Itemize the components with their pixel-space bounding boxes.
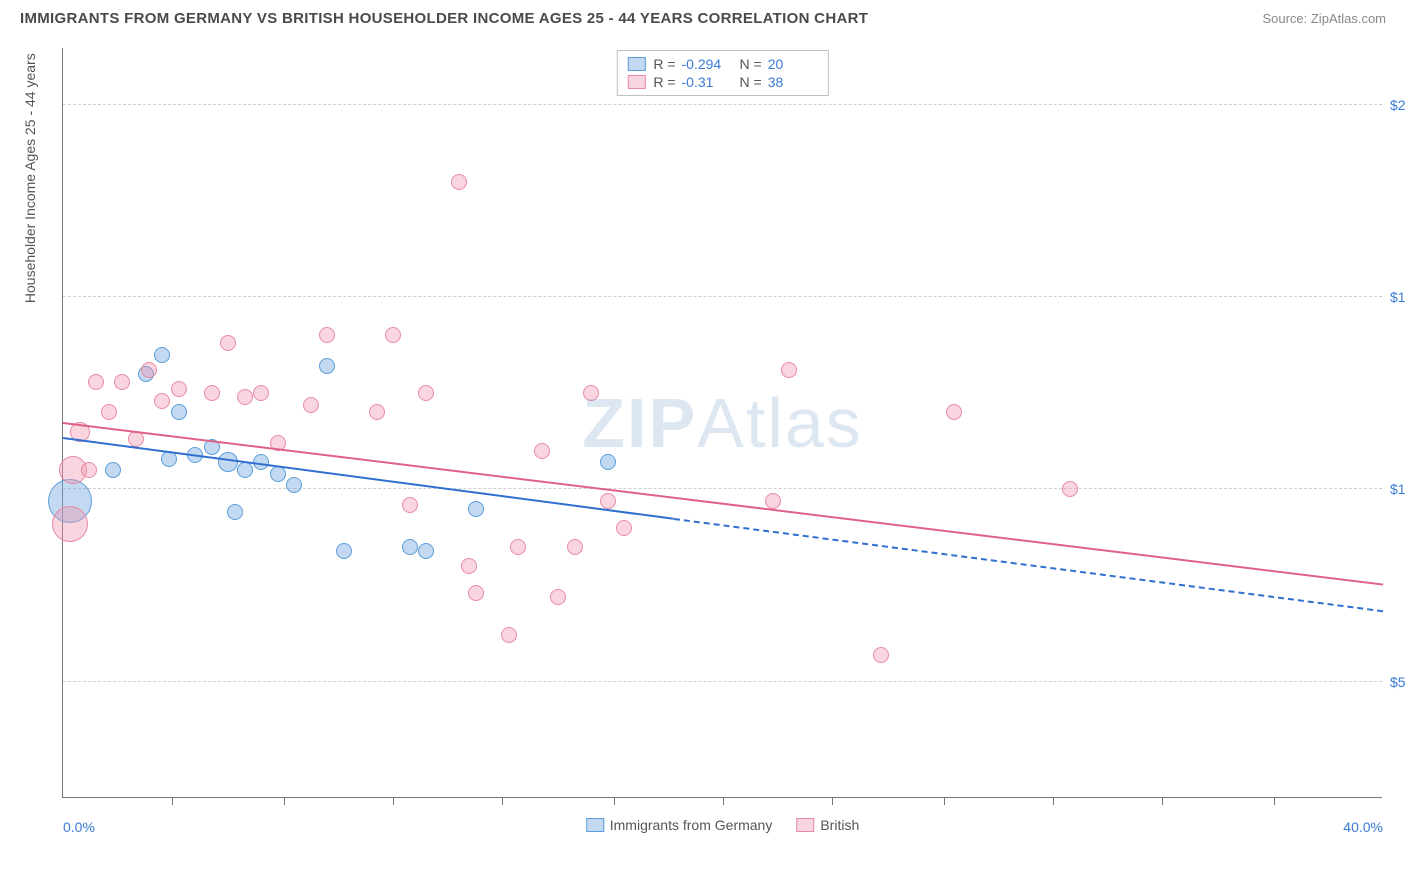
data-point-germany	[171, 404, 187, 420]
y-axis-title: Householder Income Ages 25 - 44 years	[22, 53, 38, 303]
data-point-germany	[270, 466, 286, 482]
ytick-label: $50,000	[1390, 674, 1406, 690]
data-point-british	[501, 627, 517, 643]
data-point-germany	[154, 347, 170, 363]
legend-row-british: R = -0.31 N = 38	[627, 73, 817, 91]
ytick-label: $150,000	[1390, 289, 1406, 305]
data-point-british	[583, 385, 599, 401]
swatch-germany-icon	[586, 818, 604, 832]
r-british: -0.31	[682, 74, 732, 90]
r-germany: -0.294	[682, 56, 732, 72]
data-point-germany	[336, 543, 352, 559]
xtick-mark	[832, 797, 833, 805]
data-point-british	[402, 497, 418, 513]
n-british: 38	[768, 74, 818, 90]
chart-plot-area: ZIPAtlas R = -0.294 N = 20 R = -0.31 N =…	[62, 48, 1382, 798]
swatch-germany	[627, 57, 645, 71]
xtick-mark	[1053, 797, 1054, 805]
data-point-british	[204, 385, 220, 401]
trend-line-extrapolated	[673, 518, 1383, 612]
xtick-mark	[944, 797, 945, 805]
data-point-british	[534, 443, 550, 459]
data-point-germany	[286, 477, 302, 493]
data-point-british	[171, 381, 187, 397]
data-point-british	[765, 493, 781, 509]
series-legend: Immigrants from Germany British	[586, 817, 860, 833]
data-point-germany	[418, 543, 434, 559]
data-point-british	[451, 174, 467, 190]
xtick-mark	[502, 797, 503, 805]
data-point-british	[253, 385, 269, 401]
gridline-h	[63, 296, 1382, 297]
data-point-germany	[600, 454, 616, 470]
data-point-germany	[402, 539, 418, 555]
xtick-mark	[1274, 797, 1275, 805]
data-point-british	[510, 539, 526, 555]
ytick-label: $100,000	[1390, 481, 1406, 497]
data-point-british	[873, 647, 889, 663]
data-point-germany	[105, 462, 121, 478]
gridline-h	[63, 104, 1382, 105]
swatch-british	[627, 75, 645, 89]
data-point-british	[461, 558, 477, 574]
watermark-bold: ZIP	[582, 384, 697, 462]
legend-row-germany: R = -0.294 N = 20	[627, 55, 817, 73]
data-point-british	[101, 404, 117, 420]
data-point-british	[468, 585, 484, 601]
legend-item-british: British	[796, 817, 859, 833]
watermark-light: Atlas	[697, 384, 863, 462]
data-point-british	[385, 327, 401, 343]
xtick-mark	[172, 797, 173, 805]
data-point-british	[946, 404, 962, 420]
watermark: ZIPAtlas	[582, 383, 863, 463]
xtick-mark	[284, 797, 285, 805]
data-point-british	[418, 385, 434, 401]
data-point-british	[616, 520, 632, 536]
gridline-h	[63, 681, 1382, 682]
data-point-british	[1062, 481, 1078, 497]
xtick-label: 0.0%	[63, 819, 95, 835]
data-point-british	[88, 374, 104, 390]
xtick-mark	[393, 797, 394, 805]
data-point-british	[237, 389, 253, 405]
data-point-british	[369, 404, 385, 420]
ytick-label: $200,000	[1390, 97, 1406, 113]
xtick-mark	[1162, 797, 1163, 805]
trend-line	[63, 422, 1383, 586]
xtick-label: 40.0%	[1343, 819, 1383, 835]
legend-item-germany: Immigrants from Germany	[586, 817, 773, 833]
data-point-germany	[237, 462, 253, 478]
chart-header: IMMIGRANTS FROM GERMANY VS BRITISH HOUSE…	[0, 0, 1406, 35]
legend-label-british: British	[820, 817, 859, 833]
data-point-germany	[319, 358, 335, 374]
correlation-legend: R = -0.294 N = 20 R = -0.31 N = 38	[616, 50, 828, 96]
data-point-british	[141, 362, 157, 378]
n-germany: 20	[768, 56, 818, 72]
data-point-british	[567, 539, 583, 555]
data-point-british	[154, 393, 170, 409]
data-point-british	[220, 335, 236, 351]
data-point-british	[600, 493, 616, 509]
data-point-british	[319, 327, 335, 343]
data-point-british	[303, 397, 319, 413]
data-point-british	[81, 462, 97, 478]
chart-source: Source: ZipAtlas.com	[1262, 11, 1386, 26]
data-point-british	[114, 374, 130, 390]
data-point-germany	[468, 501, 484, 517]
data-point-germany	[227, 504, 243, 520]
data-point-british	[550, 589, 566, 605]
xtick-mark	[614, 797, 615, 805]
data-point-germany	[218, 452, 238, 472]
data-point-british	[781, 362, 797, 378]
chart-title: IMMIGRANTS FROM GERMANY VS BRITISH HOUSE…	[20, 10, 868, 27]
swatch-british-icon	[796, 818, 814, 832]
xtick-mark	[723, 797, 724, 805]
gridline-h	[63, 488, 1382, 489]
trend-line	[63, 437, 674, 520]
legend-label-germany: Immigrants from Germany	[610, 817, 773, 833]
data-point-british	[52, 506, 88, 542]
